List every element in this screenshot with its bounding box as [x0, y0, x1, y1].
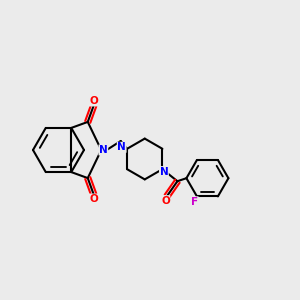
Text: N: N — [99, 145, 108, 155]
Text: N: N — [117, 142, 126, 152]
Text: O: O — [161, 196, 170, 206]
Text: O: O — [89, 194, 98, 204]
Text: O: O — [89, 96, 98, 106]
Text: N: N — [160, 167, 168, 177]
Text: F: F — [191, 197, 198, 207]
